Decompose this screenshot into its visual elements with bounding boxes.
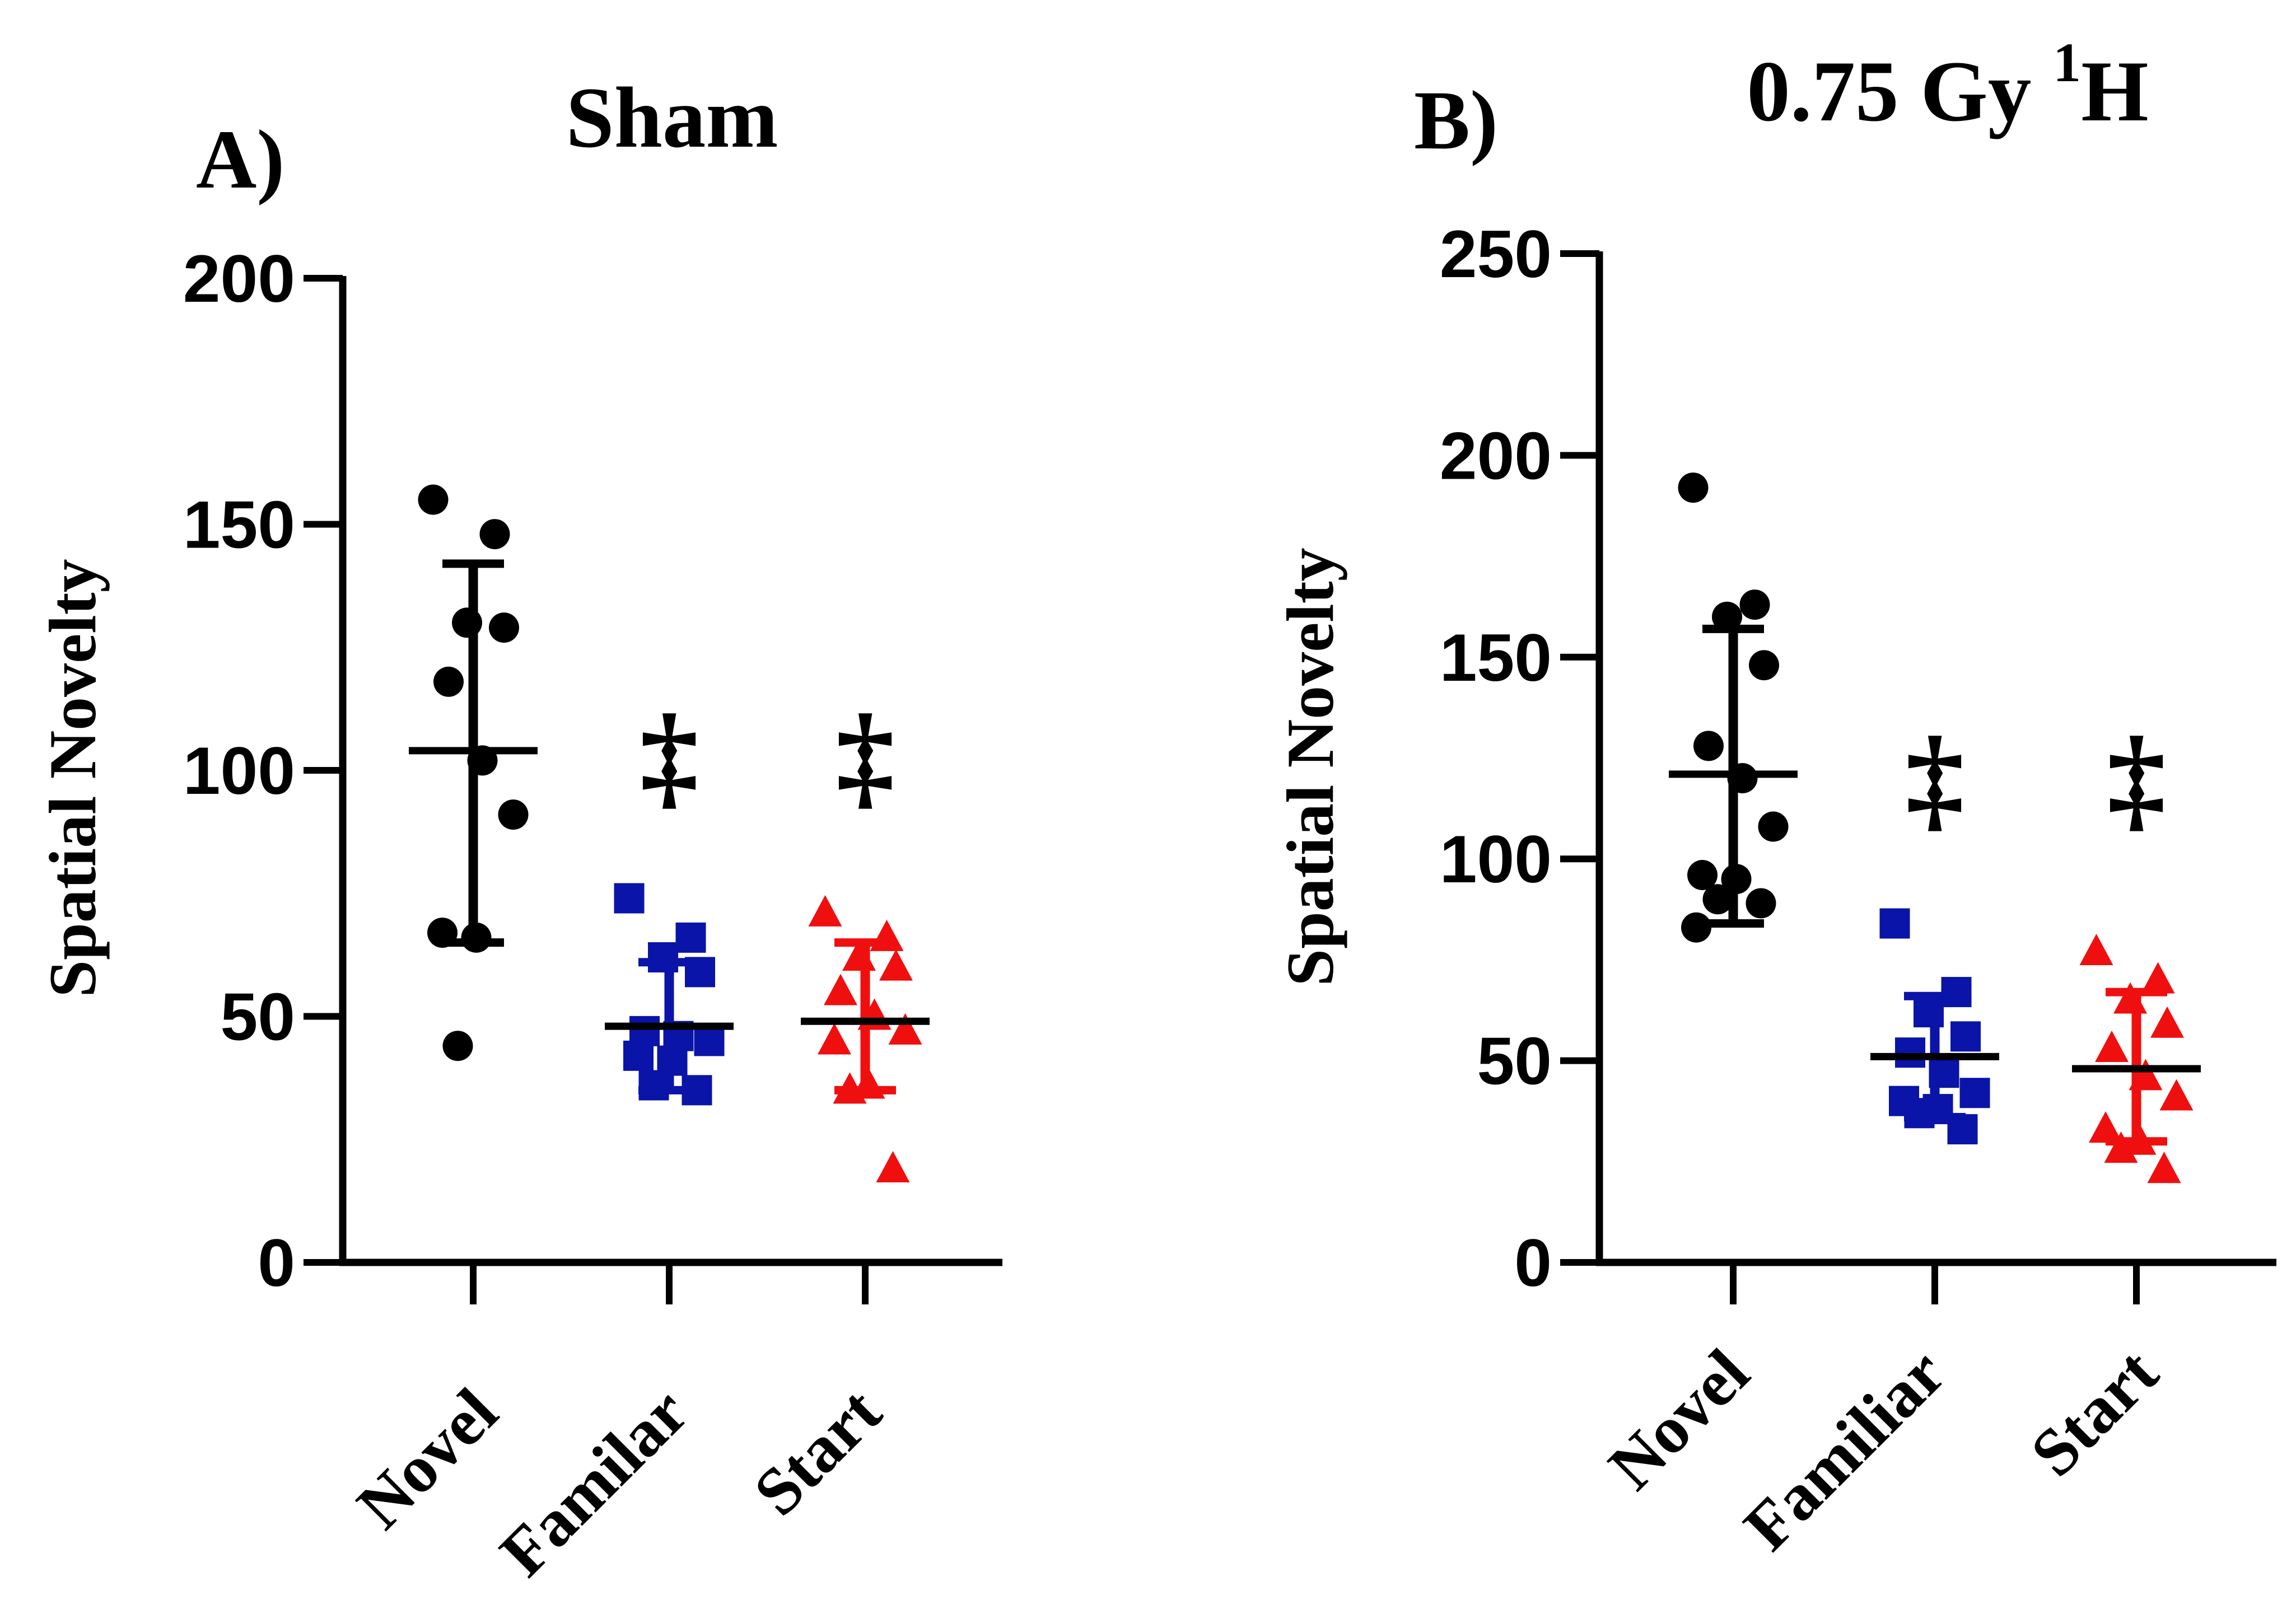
panel-b-y-tick-label-200: 200	[1440, 418, 1552, 493]
panel-a-start-point-0	[808, 895, 842, 927]
panel-a-start-point-3	[879, 949, 913, 981]
panel-b-start-point-7	[2089, 1111, 2122, 1143]
panel-a-y-tick-label-100: 100	[183, 733, 295, 808]
panel-a-title: Sham	[566, 69, 778, 166]
panel-b-start-point-0	[2079, 933, 2113, 965]
panel-b-start-significance-mark: ‡	[2107, 713, 2166, 843]
panel-b-novel-point-10	[1746, 888, 1776, 919]
panel-b-familiar-point-3	[1950, 1021, 1981, 1052]
panel-b-y-tick-label-50: 50	[1477, 1024, 1552, 1099]
panel-a-y-tick-label-0: 0	[258, 1225, 295, 1300]
panel-a-familar-point-9	[638, 1070, 669, 1101]
panel-b-novel-point-2	[1712, 601, 1742, 632]
panel-a-familar-significance-mark: ‡	[640, 691, 699, 821]
panel-b-start-point-9	[2104, 1131, 2138, 1163]
panel-b-series-familiar: ‡	[1870, 713, 1999, 1145]
panel-b-title: 0.75 Gy 1H	[1747, 31, 2148, 139]
panel-b-series-novel	[1669, 472, 1798, 943]
panel-a-familar-point-1	[675, 922, 706, 953]
panel-a-novel-point-6	[498, 799, 529, 830]
panel-b-familiar-point-4	[1895, 1037, 1925, 1068]
panel-a-y-axis-label: Spatial Novelty	[35, 559, 110, 997]
panel-a-start-point-6	[888, 1013, 922, 1045]
panel-b-novel-point-9	[1702, 884, 1733, 915]
panel-b-start-point-4	[2095, 1030, 2129, 1062]
panel-a-start-point-10	[876, 1150, 910, 1182]
panel-b-novel-point-3	[1749, 650, 1779, 681]
panel-a-series-novel	[409, 484, 538, 1061]
panel-b-title-superscript: 1	[2053, 31, 2081, 93]
panel-a-familar-point-7	[623, 1040, 654, 1071]
panel-a-novel-point-9	[442, 1031, 473, 1061]
panel-a-familar-point-6	[694, 1026, 725, 1056]
panel-a-start-point-7	[818, 1023, 851, 1055]
panel-a-y-tick-label-50: 50	[221, 980, 295, 1055]
panel-a-series-familar: ‡	[605, 691, 734, 1106]
panel-a-novel-point-3	[489, 612, 519, 643]
panel-a-y-tick-label-150: 150	[183, 488, 295, 563]
panel-a-series-start: ‡	[801, 691, 930, 1182]
panel-b-familiar-significance-mark: ‡	[1906, 713, 1964, 843]
panel-b-novel-point-0	[1678, 472, 1709, 503]
panel-a-novel-point-0	[418, 484, 449, 515]
panel-b-familiar-point-0	[1879, 908, 1910, 939]
panel-b-y-axis-label: Spatial Novelty	[1273, 548, 1347, 986]
panel-b-title-end: H	[2081, 43, 2149, 139]
panel-b-series-start: ‡	[2072, 713, 2201, 1183]
panel-a-y-tick-label-200: 200	[183, 241, 295, 316]
panel-b-novel-point-7	[1687, 860, 1718, 891]
panel-a-label: A)	[196, 113, 284, 206]
panel-b-y-tick-label-100: 100	[1440, 822, 1552, 897]
panel-b-novel-point-6	[1758, 811, 1789, 842]
panel-b-y-tick-label-0: 0	[1514, 1225, 1552, 1300]
panel-b-novel-point-1	[1739, 590, 1770, 620]
panel-a-familar-point-0	[614, 883, 645, 914]
panel-b-familiar-point-6	[1959, 1078, 1990, 1108]
panel-b-label: B)	[1414, 74, 1498, 167]
panel-b-start-point-10	[2147, 1152, 2181, 1183]
panel-a-novel-point-4	[433, 666, 464, 697]
panel-a-novel-point-1	[479, 519, 510, 550]
panel-b-start-point-6	[2159, 1079, 2194, 1111]
panel-b-novel-point-4	[1693, 731, 1724, 761]
panel-b-start-point-3	[2150, 1006, 2184, 1038]
panel-b-start-point-1	[2141, 962, 2175, 994]
panel-b-y-tick-label-150: 150	[1440, 620, 1552, 695]
panel-a-start-point-4	[824, 974, 857, 1005]
panel-b-title-main: 0.75 Gy	[1747, 43, 2053, 139]
panel-a-start-significance-mark: ‡	[836, 691, 895, 821]
panel-b-y-tick-label-250: 250	[1440, 217, 1552, 292]
